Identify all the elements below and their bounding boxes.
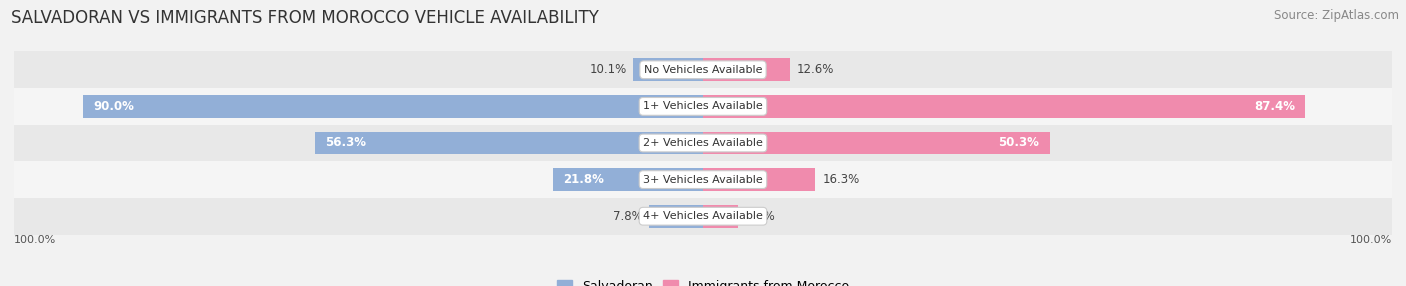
Text: 50.3%: 50.3% [998,136,1039,150]
Bar [703,58,790,81]
Bar [14,198,1392,235]
Text: 56.3%: 56.3% [325,136,367,150]
Text: 100.0%: 100.0% [14,235,56,245]
Bar [650,205,703,228]
Bar [703,168,815,191]
Text: 3+ Vehicles Available: 3+ Vehicles Available [643,175,763,184]
Text: 100.0%: 100.0% [1350,235,1392,245]
Text: 7.8%: 7.8% [613,210,643,223]
Text: 87.4%: 87.4% [1254,100,1295,113]
Bar [703,95,1305,118]
Text: 90.0%: 90.0% [93,100,134,113]
Bar [315,132,703,154]
Bar [83,95,703,118]
Bar [703,132,1049,154]
Bar [14,125,1392,161]
Bar [634,58,703,81]
Text: 1+ Vehicles Available: 1+ Vehicles Available [643,102,763,111]
Bar [14,51,1392,88]
Bar [14,88,1392,125]
Text: 4+ Vehicles Available: 4+ Vehicles Available [643,211,763,221]
Text: 5.1%: 5.1% [745,210,775,223]
Text: 10.1%: 10.1% [589,63,627,76]
Text: 2+ Vehicles Available: 2+ Vehicles Available [643,138,763,148]
Text: 16.3%: 16.3% [823,173,859,186]
Text: SALVADORAN VS IMMIGRANTS FROM MOROCCO VEHICLE AVAILABILITY: SALVADORAN VS IMMIGRANTS FROM MOROCCO VE… [11,9,599,27]
Text: 12.6%: 12.6% [797,63,834,76]
Bar [14,161,1392,198]
Bar [553,168,703,191]
Bar [703,205,738,228]
Text: Source: ZipAtlas.com: Source: ZipAtlas.com [1274,9,1399,21]
Text: No Vehicles Available: No Vehicles Available [644,65,762,75]
Legend: Salvadoran, Immigrants from Morocco: Salvadoran, Immigrants from Morocco [553,275,853,286]
Text: 21.8%: 21.8% [564,173,605,186]
